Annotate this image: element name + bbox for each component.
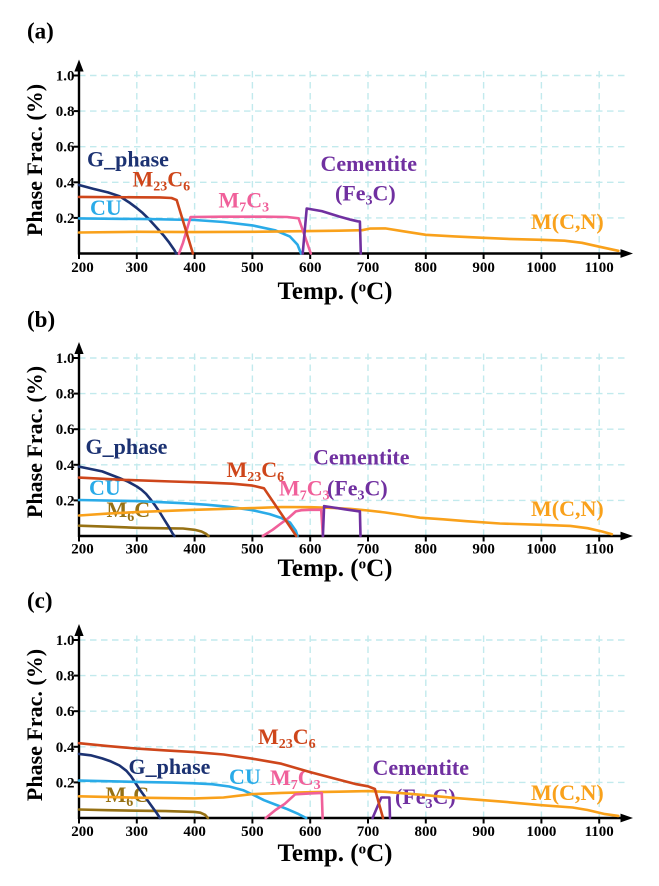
svg-text:900: 900 bbox=[472, 824, 495, 840]
svg-text:(c): (c) bbox=[27, 588, 53, 613]
svg-text:1.0: 1.0 bbox=[56, 69, 75, 85]
svg-text:0.4: 0.4 bbox=[56, 458, 75, 474]
svg-text:300: 300 bbox=[126, 260, 149, 276]
svg-text:Cementite: Cementite bbox=[373, 755, 470, 780]
svg-text:800: 800 bbox=[415, 260, 438, 276]
svg-text:800: 800 bbox=[415, 824, 438, 840]
svg-text:300: 300 bbox=[126, 824, 149, 840]
svg-text:M(C,N): M(C,N) bbox=[531, 496, 604, 521]
svg-text:700: 700 bbox=[357, 542, 380, 558]
svg-text:0.6: 0.6 bbox=[56, 140, 75, 156]
svg-text:1.0: 1.0 bbox=[56, 351, 75, 367]
svg-text:Temp. (oC): Temp. (oC) bbox=[278, 840, 393, 867]
svg-text:0.4: 0.4 bbox=[56, 740, 75, 756]
svg-text:900: 900 bbox=[472, 542, 495, 558]
svg-text:700: 700 bbox=[357, 260, 380, 276]
svg-text:400: 400 bbox=[183, 260, 206, 276]
svg-text:1000: 1000 bbox=[526, 824, 556, 840]
svg-text:500: 500 bbox=[241, 824, 264, 840]
svg-text:0.4: 0.4 bbox=[56, 175, 75, 191]
svg-text:Phase Frac. (%): Phase Frac. (%) bbox=[22, 366, 47, 518]
svg-text:Cementite: Cementite bbox=[321, 151, 418, 176]
svg-text:M(C,N): M(C,N) bbox=[531, 209, 604, 234]
svg-text:500: 500 bbox=[241, 542, 264, 558]
svg-text:0.6: 0.6 bbox=[56, 704, 75, 720]
svg-text:600: 600 bbox=[299, 542, 322, 558]
svg-text:500: 500 bbox=[241, 260, 264, 276]
svg-text:600: 600 bbox=[299, 824, 322, 840]
svg-text:400: 400 bbox=[183, 542, 206, 558]
svg-text:0.2: 0.2 bbox=[56, 211, 75, 227]
svg-text:Phase Frac. (%): Phase Frac. (%) bbox=[22, 649, 47, 801]
svg-text:Temp. (oC): Temp. (oC) bbox=[278, 278, 393, 305]
svg-text:1100: 1100 bbox=[585, 824, 614, 840]
svg-text:Phase Frac. (%): Phase Frac. (%) bbox=[22, 84, 47, 236]
svg-text:300: 300 bbox=[126, 542, 149, 558]
svg-text:900: 900 bbox=[472, 260, 495, 276]
svg-text:0.2: 0.2 bbox=[56, 775, 75, 791]
svg-text:G_phase: G_phase bbox=[87, 147, 169, 172]
svg-text:M(C,N): M(C,N) bbox=[531, 780, 604, 805]
svg-text:Cementite: Cementite bbox=[313, 445, 410, 470]
svg-text:700: 700 bbox=[357, 824, 380, 840]
svg-text:200: 200 bbox=[71, 260, 94, 276]
svg-text:800: 800 bbox=[415, 542, 438, 558]
svg-text:(Fe3C): (Fe3C) bbox=[335, 181, 396, 209]
svg-text:(a): (a) bbox=[27, 19, 54, 44]
svg-text:0.6: 0.6 bbox=[56, 422, 75, 438]
svg-text:1.0: 1.0 bbox=[56, 633, 75, 649]
svg-text:1000: 1000 bbox=[526, 542, 556, 558]
svg-text:400: 400 bbox=[183, 824, 206, 840]
svg-text:M7C3: M7C3 bbox=[270, 765, 321, 793]
svg-text:200: 200 bbox=[71, 542, 94, 558]
svg-text:G_phase: G_phase bbox=[129, 754, 211, 779]
svg-text:(b): (b) bbox=[27, 307, 55, 332]
svg-text:0.2: 0.2 bbox=[56, 493, 75, 509]
svg-text:1100: 1100 bbox=[585, 260, 614, 276]
svg-text:1000: 1000 bbox=[526, 260, 556, 276]
svg-text:G_phase: G_phase bbox=[86, 434, 168, 459]
svg-text:600: 600 bbox=[299, 260, 322, 276]
svg-text:0.8: 0.8 bbox=[56, 387, 75, 403]
svg-text:CU: CU bbox=[229, 764, 261, 789]
svg-text:0.8: 0.8 bbox=[56, 104, 75, 120]
svg-text:CU: CU bbox=[90, 195, 122, 220]
svg-text:200: 200 bbox=[71, 824, 94, 840]
svg-text:(Fe3C): (Fe3C) bbox=[327, 476, 388, 504]
svg-text:Temp. (oC): Temp. (oC) bbox=[278, 555, 393, 582]
svg-text:1100: 1100 bbox=[585, 542, 614, 558]
svg-text:0.8: 0.8 bbox=[56, 669, 75, 685]
